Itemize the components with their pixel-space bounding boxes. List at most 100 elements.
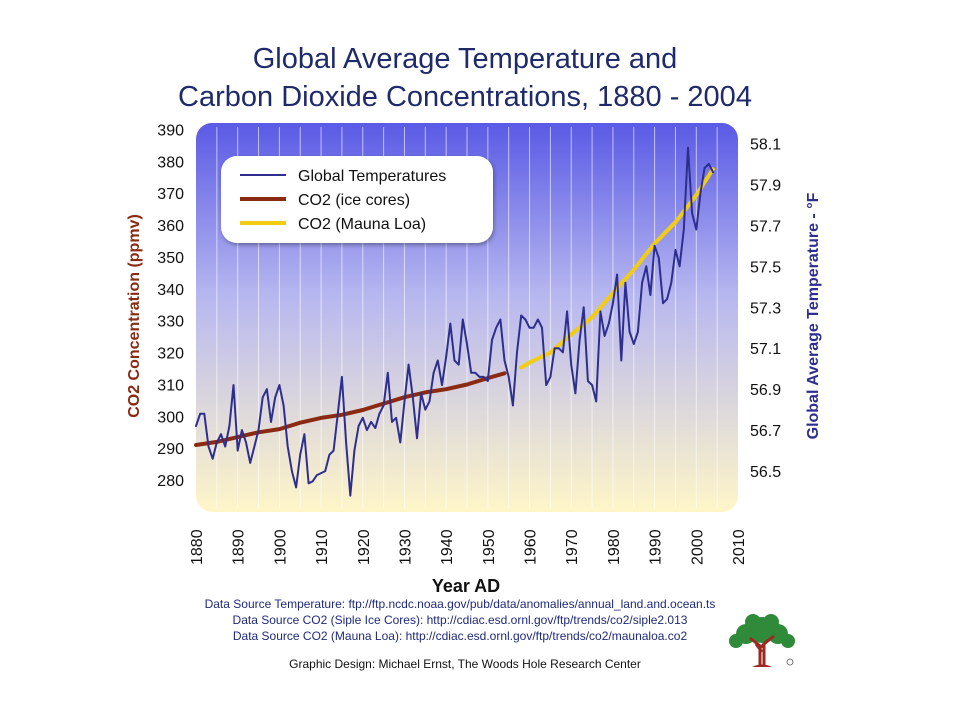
y-axis-label-left: CO2 Concentration (ppmv) bbox=[126, 214, 143, 418]
temperature-point bbox=[549, 376, 552, 378]
temperature-point bbox=[207, 445, 210, 448]
temperature-point bbox=[674, 249, 677, 251]
temperature-point bbox=[537, 318, 539, 321]
x-tick-label: 1890 bbox=[231, 529, 248, 565]
x-tick-label: 1990 bbox=[648, 529, 665, 565]
co2-ice-point bbox=[195, 444, 197, 446]
right-tick-label: 57.3 bbox=[750, 300, 781, 317]
temperature-point bbox=[228, 425, 231, 427]
temperature-point bbox=[432, 372, 435, 374]
temperature-point bbox=[499, 318, 502, 321]
temperature-point bbox=[462, 318, 464, 321]
temperature-point bbox=[449, 322, 452, 325]
temperature-point bbox=[224, 445, 226, 448]
chart-title-line-1: Global Average Temperature and bbox=[252, 43, 678, 75]
temperature-point bbox=[220, 433, 222, 436]
temperature-point bbox=[487, 380, 489, 382]
temperature-point bbox=[582, 306, 585, 309]
temperature-point bbox=[699, 191, 702, 194]
temperature-point bbox=[708, 163, 710, 165]
right-tick-label: 57.5 bbox=[750, 259, 781, 276]
temperature-point bbox=[695, 228, 698, 231]
temperature-point bbox=[528, 326, 531, 329]
temperature-point bbox=[337, 412, 339, 415]
temperature-point bbox=[199, 412, 201, 415]
temperature-point bbox=[532, 326, 535, 329]
right-tick-label: 57.7 bbox=[750, 218, 781, 235]
temperature-point bbox=[424, 408, 427, 411]
temperature-point bbox=[545, 384, 547, 386]
temperature-point bbox=[524, 318, 527, 321]
temperature-point bbox=[303, 433, 306, 436]
left-tick-label: 360 bbox=[157, 218, 184, 235]
x-tick-label: 1910 bbox=[314, 529, 331, 565]
design-credit: Graphic Design: Michael Ernst, The Woods… bbox=[289, 657, 641, 671]
co2-mauna-point bbox=[695, 194, 698, 196]
temperature-point bbox=[587, 380, 589, 382]
temperature-point bbox=[349, 494, 352, 497]
temperature-point bbox=[453, 359, 456, 362]
left-tick-label: 390 bbox=[157, 122, 184, 139]
temperature-point bbox=[266, 388, 268, 391]
temperature-point bbox=[412, 396, 414, 399]
left-tick-label: 380 bbox=[157, 154, 184, 171]
temperature-point bbox=[557, 347, 560, 350]
temperature-point bbox=[620, 359, 623, 362]
temperature-point bbox=[491, 339, 493, 341]
temperature-point bbox=[295, 486, 297, 489]
co2-mauna-point bbox=[570, 333, 572, 336]
temperature-point bbox=[516, 351, 518, 354]
co2-ice-point bbox=[466, 383, 468, 386]
co2-ice-point bbox=[278, 428, 281, 430]
temperature-point bbox=[378, 412, 381, 415]
co2-ice-line bbox=[194, 371, 507, 447]
temperature-point bbox=[678, 265, 681, 268]
temperature-point bbox=[441, 384, 443, 386]
left-axis-ticks: 280 290 300 310 320 330 340 350 360 370 380 390 bbox=[157, 122, 184, 490]
temperature-point bbox=[274, 396, 277, 399]
temperature-point bbox=[512, 404, 514, 407]
temperature-point bbox=[566, 310, 568, 313]
x-tick-label: 1970 bbox=[564, 529, 581, 565]
temperature-point bbox=[362, 417, 364, 419]
co2-ice-point bbox=[503, 372, 506, 375]
temperature-point bbox=[653, 245, 656, 247]
temperature-point bbox=[216, 441, 218, 444]
temperature-point bbox=[662, 302, 664, 305]
right-tick-label: 58.1 bbox=[750, 136, 781, 153]
temperature-point bbox=[236, 449, 239, 452]
x-tick-label: 1900 bbox=[272, 529, 289, 565]
left-tick-label: 330 bbox=[157, 314, 184, 331]
right-tick-label: 56.9 bbox=[750, 382, 781, 399]
x-tick-label: 1980 bbox=[606, 529, 623, 565]
temperature-point bbox=[553, 347, 556, 350]
temperature-point bbox=[241, 429, 243, 431]
right-tick-label: 57.1 bbox=[750, 341, 781, 358]
x-tick-label: 1930 bbox=[397, 529, 414, 565]
temperature-point bbox=[387, 372, 389, 374]
temperature-point bbox=[445, 355, 448, 358]
co2-mauna-point bbox=[612, 292, 614, 294]
temperature-point bbox=[203, 412, 206, 415]
temperature-point bbox=[520, 314, 522, 317]
co2-mauna-point bbox=[633, 268, 635, 271]
temperature-point bbox=[299, 453, 302, 456]
temperature-point bbox=[466, 343, 468, 345]
x-tick-label: 1940 bbox=[439, 529, 456, 565]
source-temperature: Data Source Temperature: ftp://ftp.ncdc.… bbox=[204, 597, 716, 611]
temperature-point bbox=[253, 445, 256, 448]
temperature-point bbox=[574, 392, 577, 395]
temperature-point bbox=[307, 482, 310, 485]
temperature-point bbox=[195, 425, 197, 427]
temperature-point bbox=[482, 376, 485, 378]
temperature-point bbox=[641, 281, 643, 284]
temperature-point bbox=[382, 404, 385, 407]
temperature-point bbox=[291, 470, 293, 472]
temperature-point bbox=[595, 400, 597, 403]
temperature-point bbox=[616, 273, 618, 276]
temperature-point bbox=[712, 171, 714, 173]
co2-ice-point bbox=[424, 391, 427, 394]
tree-logo-icon bbox=[729, 614, 795, 667]
temperature-point bbox=[278, 384, 281, 386]
x-tick-label: 1960 bbox=[523, 529, 540, 565]
